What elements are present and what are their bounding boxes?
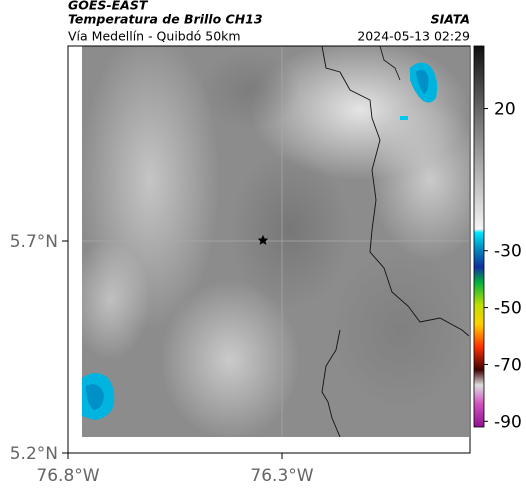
region: Vía Medellín - Quibdó 50km <box>68 29 241 44</box>
colorbar-label: -90 <box>494 412 522 432</box>
title: GOES-EAST <box>68 0 149 13</box>
subtitle: Temperatura de Brillo CH13 <box>68 12 263 27</box>
lon-label: 76.3°W <box>250 466 313 486</box>
colorbar <box>473 45 485 428</box>
colorbar-label: -30 <box>494 242 522 262</box>
lat-label: 5.2°N <box>10 444 58 464</box>
source: SIATA <box>431 12 470 27</box>
colorbar-ticks: 20 -30 -50 -70 -90 <box>484 100 522 432</box>
colorbar-label: 20 <box>494 100 516 120</box>
colorbar-label: -70 <box>494 355 522 375</box>
satellite-image <box>82 46 469 437</box>
timestamp: 2024-05-13 02:29 <box>357 29 470 44</box>
colorbar-label: -50 <box>494 299 522 319</box>
lat-label: 5.7°N <box>10 232 58 252</box>
lon-label: 76.8°W <box>36 466 99 486</box>
